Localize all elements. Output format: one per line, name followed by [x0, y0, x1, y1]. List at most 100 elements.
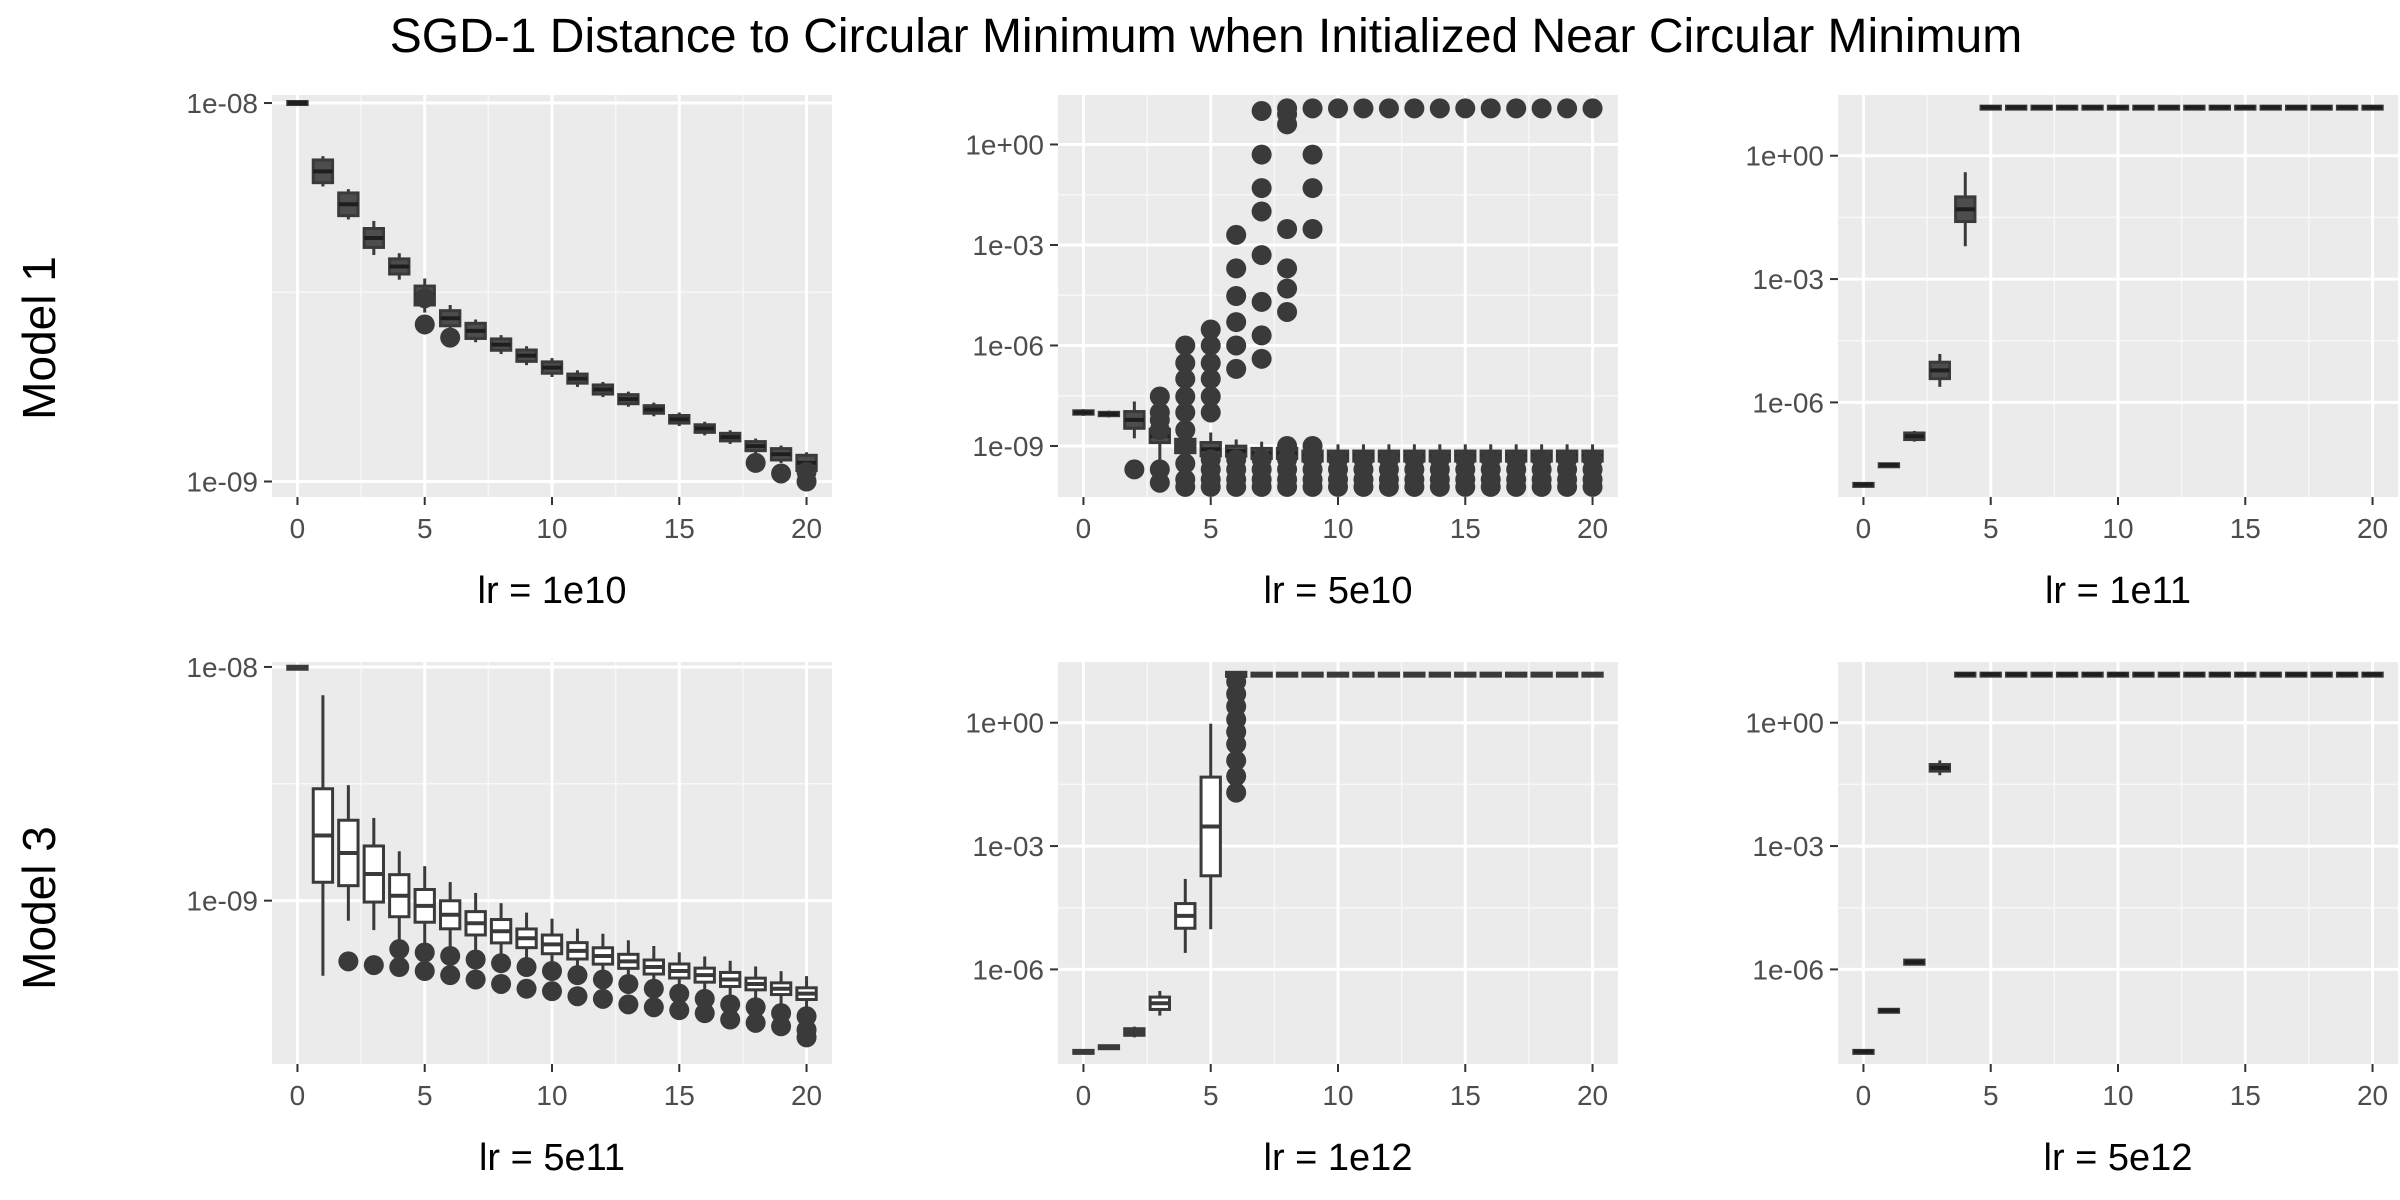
outlier-point — [414, 314, 435, 335]
outlier-point — [694, 988, 715, 1009]
outlier-point — [771, 1003, 792, 1024]
outlier-point — [516, 978, 537, 999]
outlier-point — [1226, 312, 1247, 333]
y-tick-label: 1e-03 — [972, 831, 1044, 862]
boxplot-step-14 — [1428, 671, 1451, 678]
boxplot-step-13 — [617, 391, 640, 407]
boxplot-step-11 — [2132, 104, 2155, 111]
boxplot-step-14 — [642, 402, 665, 417]
boxplot-step-2 — [1903, 958, 1926, 966]
boxplot-step-7 — [2030, 671, 2053, 678]
outlier-point — [745, 452, 766, 473]
outlier-point — [1226, 335, 1247, 356]
outlier-point — [440, 965, 461, 986]
outlier-point — [1175, 386, 1196, 407]
outlier-point — [592, 969, 613, 990]
boxplot-step-9 — [515, 912, 538, 965]
outlier-point — [1251, 348, 1272, 369]
x-tick-label: 5 — [1203, 1080, 1219, 1111]
boxplot-step-0 — [286, 99, 309, 107]
outlier-point — [1353, 98, 1374, 119]
x-tick-label: 5 — [1203, 513, 1219, 544]
boxplot-step-8 — [489, 903, 513, 960]
x-tick-label: 10 — [2102, 1080, 2133, 1111]
outlier-point — [1277, 301, 1298, 322]
outlier-point — [1277, 476, 1298, 497]
boxplot-step-1 — [311, 695, 335, 976]
boxplot-step-14 — [2208, 671, 2231, 678]
outlier-point — [542, 961, 562, 982]
outlier-point — [363, 955, 384, 976]
outlier-point — [1226, 766, 1247, 787]
outlier-point — [592, 988, 613, 1009]
x-axis-label: lr = 5e10 — [1264, 570, 1413, 612]
outlier-point — [414, 942, 435, 963]
boxplot-step-9 — [515, 346, 538, 366]
outlier-point — [1226, 750, 1247, 771]
boxplot-step-17 — [2285, 671, 2308, 678]
boxplot-step-13 — [2183, 104, 2206, 111]
boxplot-step-6 — [2005, 104, 2028, 111]
outlier-point — [1200, 368, 1221, 389]
y-tick-label: 1e-06 — [972, 330, 1044, 361]
boxplot-step-13 — [1403, 671, 1426, 678]
outlier-point — [1531, 476, 1552, 497]
boxplot-step-1 — [1877, 462, 1901, 469]
x-tick-label: 5 — [1983, 513, 1999, 544]
boxplot-step-3 — [1928, 760, 1951, 776]
outlier-point — [389, 957, 410, 978]
boxplot-step-12 — [1377, 671, 1401, 678]
outlier-point — [1175, 420, 1196, 440]
panel-4: 0 5 10 15 20 1e+00 1e-03 1e-06 lr = 1e12 — [965, 662, 1618, 1179]
outlier-point — [1226, 224, 1247, 245]
outlier-point — [1124, 459, 1145, 480]
x-axis-label: lr = 1e11 — [2045, 570, 2191, 612]
boxplot-step-19 — [1555, 671, 1579, 678]
outlier-point — [1149, 409, 1170, 430]
x-tick-label: 15 — [664, 513, 695, 544]
boxplot-step-18 — [744, 438, 767, 454]
x-tick-label: 0 — [1076, 513, 1092, 544]
outlier-point — [669, 1000, 690, 1021]
y-tick-label: 1e+00 — [1745, 708, 1824, 739]
outlier-point — [465, 949, 486, 970]
outlier-point — [796, 1027, 817, 1048]
outlier-point — [1277, 219, 1298, 239]
outlier-point — [745, 1012, 766, 1033]
boxplot-step-1 — [311, 156, 335, 187]
outlier-point — [1506, 476, 1527, 497]
boxplot-step-20 — [1581, 671, 1604, 678]
boxplot-step-17 — [1505, 671, 1528, 678]
outlier-point — [1302, 178, 1323, 199]
outlier-point — [745, 997, 766, 1018]
x-tick-label: 10 — [2102, 513, 2133, 544]
panel-0: 0 5 10 15 20 1e-08 1e-09 lr = 1e10 — [186, 88, 832, 612]
outlier-point — [516, 957, 537, 978]
boxplot-step-9 — [1301, 671, 1324, 678]
outlier-point — [643, 978, 664, 999]
x-tick-label: 20 — [2357, 513, 2388, 544]
x-tick-label: 5 — [417, 1080, 433, 1111]
x-tick-label: 20 — [1577, 1080, 1608, 1111]
row-label-model-3: Model 3 — [13, 826, 65, 990]
y-tick-label: 1e-03 — [1752, 264, 1824, 295]
boxplot-step-17 — [2285, 104, 2308, 111]
outlier-point — [669, 983, 690, 1004]
boxplot-step-0 — [1072, 409, 1095, 416]
outlier-point — [1277, 258, 1298, 279]
boxplot-step-14 — [2208, 104, 2231, 111]
outlier-point — [1200, 335, 1221, 356]
boxplot-step-8 — [2055, 104, 2079, 111]
outlier-point — [1200, 402, 1221, 423]
outlier-point — [389, 939, 410, 960]
x-tick-label: 0 — [290, 513, 306, 544]
panel-2: 0 5 10 15 20 1e+00 1e-03 1e-06 lr = 1e11 — [1745, 95, 2398, 612]
x-tick-label: 5 — [417, 513, 433, 544]
boxplot-step-16 — [2259, 671, 2282, 678]
x-tick-label: 0 — [290, 1080, 306, 1111]
boxplot-step-0 — [1852, 481, 1875, 488]
boxplot-step-9 — [2081, 671, 2104, 678]
x-axis-label: lr = 1e10 — [478, 570, 627, 612]
outlier-point — [1302, 144, 1323, 165]
y-tick-label: 1e+00 — [1745, 141, 1824, 172]
